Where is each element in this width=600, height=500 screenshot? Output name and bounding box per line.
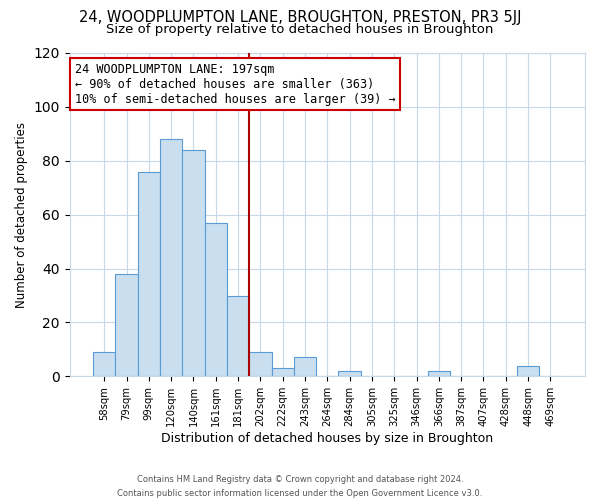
Bar	[115, 274, 137, 376]
Bar	[93, 352, 115, 376]
Text: 24 WOODPLUMPTON LANE: 197sqm
← 90% of detached houses are smaller (363)
10% of s: 24 WOODPLUMPTON LANE: 197sqm ← 90% of de…	[75, 62, 395, 106]
Bar	[160, 139, 182, 376]
Bar	[272, 368, 294, 376]
Bar	[137, 172, 160, 376]
Bar	[227, 296, 249, 376]
Text: Size of property relative to detached houses in Broughton: Size of property relative to detached ho…	[106, 22, 494, 36]
Y-axis label: Number of detached properties: Number of detached properties	[15, 122, 28, 308]
Bar	[249, 352, 272, 376]
Text: 24, WOODPLUMPTON LANE, BROUGHTON, PRESTON, PR3 5JJ: 24, WOODPLUMPTON LANE, BROUGHTON, PRESTO…	[79, 10, 521, 25]
Bar	[182, 150, 205, 376]
Bar	[205, 223, 227, 376]
Bar	[294, 358, 316, 376]
Bar	[517, 366, 539, 376]
Text: Contains HM Land Registry data © Crown copyright and database right 2024.
Contai: Contains HM Land Registry data © Crown c…	[118, 476, 482, 498]
X-axis label: Distribution of detached houses by size in Broughton: Distribution of detached houses by size …	[161, 432, 493, 445]
Bar	[338, 371, 361, 376]
Bar	[428, 371, 450, 376]
